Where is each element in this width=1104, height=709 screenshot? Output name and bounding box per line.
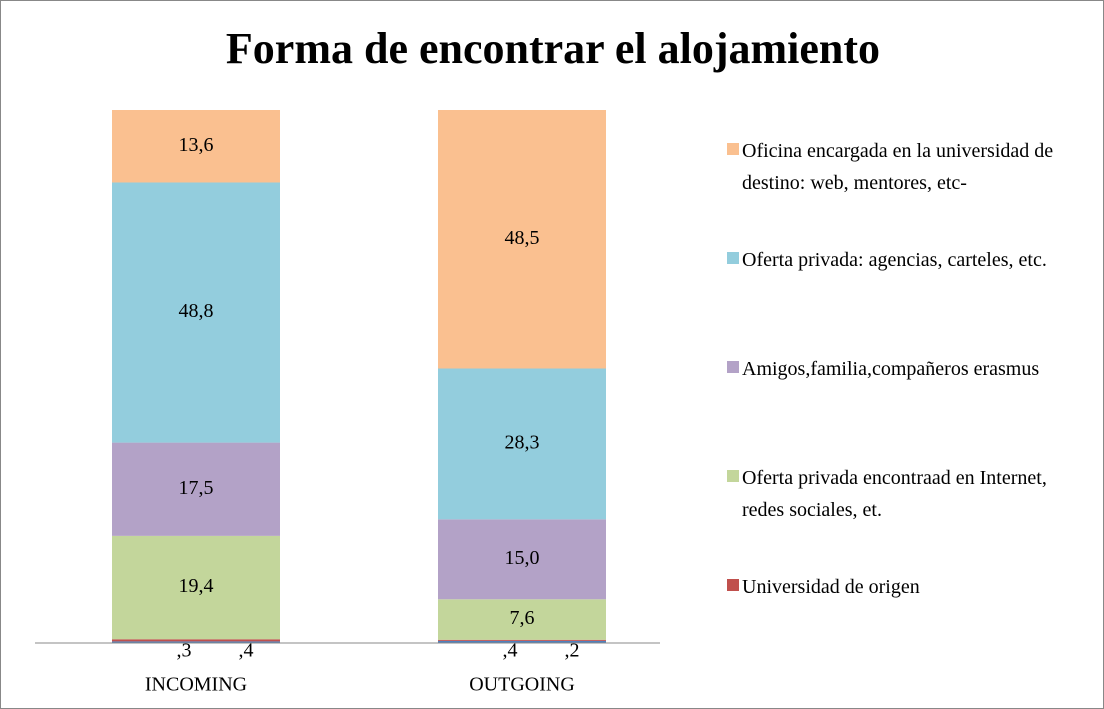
data-label: 48,5: [505, 227, 540, 249]
bar-segment: [438, 368, 606, 520]
data-label: ,4: [239, 640, 254, 662]
legend-label: Amigos,familia,compañeros erasmus: [742, 358, 1040, 380]
bar-segment: [112, 110, 280, 183]
bar-segment: [112, 442, 280, 536]
data-label: 28,3: [505, 432, 540, 454]
data-label: 7,6: [510, 607, 535, 629]
legend-label: Oferta privada encontraad en Internet, r…: [742, 467, 1047, 521]
legend-swatch: [727, 143, 739, 155]
legend-swatch: [727, 470, 739, 482]
legend-label: Oficina encargada en la universidad de d…: [742, 140, 1054, 194]
bar-segment: [112, 641, 280, 643]
legend-label: Universidad de origen: [742, 576, 920, 598]
bar-segment: [438, 639, 606, 641]
x-tick-label: INCOMING: [145, 674, 247, 696]
bar-segment: [438, 519, 606, 600]
data-label: 48,8: [179, 300, 214, 322]
legend-label: Oferta privada: agencias, carteles, etc.: [742, 249, 1047, 271]
data-label: ,3: [177, 640, 192, 662]
bar-segment: [112, 639, 280, 642]
legend-swatch: [727, 579, 739, 591]
data-label: ,4: [503, 640, 518, 662]
data-label: 15,0: [505, 547, 540, 569]
bar-segment: [112, 182, 280, 443]
data-label: 13,6: [179, 134, 214, 156]
bar-segment: [438, 599, 606, 640]
bar-segment: [438, 640, 606, 643]
legend-swatch: [727, 252, 739, 264]
x-tick-label: OUTGOING: [469, 674, 575, 696]
chart-title: Forma de encontrar el alojamiento: [226, 24, 880, 73]
data-label: 17,5: [179, 477, 214, 499]
bar-segment: [112, 535, 280, 640]
legend-swatch: [727, 361, 739, 373]
bar-segment: [438, 110, 606, 369]
data-label: ,2: [565, 640, 580, 662]
data-label: 19,4: [179, 575, 214, 597]
